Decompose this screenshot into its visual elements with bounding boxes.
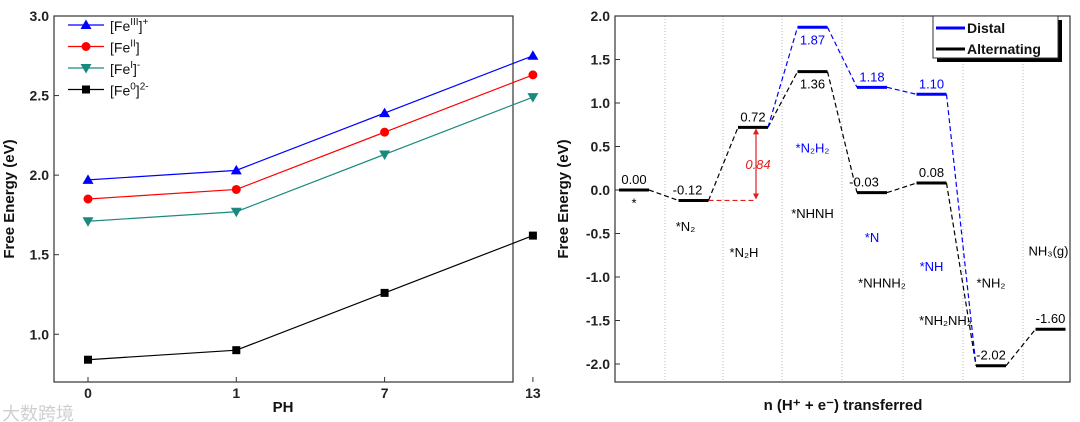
legend-label: [Fe0]2-	[110, 82, 149, 99]
plot-frame	[53, 15, 514, 383]
plot-frame	[614, 15, 1071, 383]
alternating-connector	[767, 71, 799, 128]
y-tick-label: 1.0	[30, 326, 50, 342]
series-3	[84, 231, 537, 364]
x-tick-label: 7	[381, 385, 389, 401]
series-2	[82, 93, 539, 227]
data-point	[82, 174, 94, 184]
legend-label: Alternating	[967, 41, 1041, 57]
right-chart: -2.0 -1.5 -1.0 -0.5 0.0 0.5 1.0 1.5 2.0 n (H⁺ + e…	[555, 8, 1071, 414]
x-tick-label: 13	[525, 385, 541, 401]
data-point	[231, 184, 241, 194]
data-point	[528, 231, 537, 240]
y-tick-label: -1.5	[586, 313, 610, 329]
series-1	[83, 70, 538, 204]
species-label: *NH₂NH₂	[919, 313, 972, 328]
series-line	[87, 55, 534, 181]
data-point	[528, 70, 538, 80]
y-tick-label: 0.5	[591, 139, 611, 155]
alternating-connector	[826, 71, 858, 193]
data-point	[230, 164, 242, 175]
alternating-connector	[648, 189, 679, 202]
distal-connector	[767, 27, 799, 128]
species-label: *NHNH	[791, 206, 834, 221]
value-label: 1.10	[919, 76, 944, 91]
series-line	[87, 235, 534, 361]
alternating-connector	[1005, 328, 1036, 367]
watermark: 大数跨境	[2, 404, 74, 422]
y-tick-label: 1.0	[591, 95, 611, 111]
data-point	[230, 207, 242, 218]
distal-connector	[945, 94, 977, 366]
arrow-head-down	[753, 193, 759, 200]
alternating-connector	[886, 182, 917, 194]
data-point	[82, 217, 94, 227]
x-axis-label: PH	[273, 399, 294, 416]
data-point	[380, 127, 390, 137]
series-line	[87, 74, 534, 200]
legend-label: [FeIII]+	[110, 17, 148, 34]
x-tick-label: 1	[232, 385, 240, 401]
y-tick-label: 2.0	[591, 8, 611, 24]
legend-marker	[82, 85, 90, 94]
legend-label: [FeI]-	[110, 60, 140, 77]
legend-marker	[80, 19, 92, 29]
left-chart: 1.0 1.5 2.0 2.5 3.0 0 1 7 13 PH Free Energy (eV) [F…	[1, 8, 541, 416]
species-label: *N	[865, 230, 879, 245]
legend-box	[932, 15, 1059, 59]
value-label: 0.08	[919, 165, 944, 180]
legend-label: Distal	[967, 20, 1005, 36]
species-label: *N₂	[676, 219, 696, 234]
y-tick-label: 1.5	[30, 247, 50, 263]
data-point	[527, 50, 539, 60]
species-label: *NH	[920, 259, 944, 274]
alternating-connector	[945, 182, 977, 366]
data-point	[379, 150, 391, 160]
arrow-head-up	[753, 128, 759, 135]
species-label: *N₂H	[730, 245, 759, 260]
value-label: 1.87	[800, 32, 825, 47]
value-label: -0.03	[849, 175, 879, 190]
y-axis-label: Free Energy (eV)	[1, 139, 18, 258]
y-tick-label: 1.5	[591, 52, 611, 68]
data-point	[527, 93, 539, 103]
legend-marker	[80, 64, 92, 74]
data-point	[83, 194, 93, 204]
legend-marker	[81, 42, 91, 51]
species-label: *	[631, 195, 636, 210]
value-label: 1.18	[859, 69, 884, 84]
value-label: 1.36	[800, 77, 825, 92]
value-label: -2.02	[976, 348, 1006, 363]
gap-label: 0.84	[745, 157, 770, 172]
alternating-connector	[707, 127, 739, 201]
series-line	[87, 96, 534, 222]
species-label: NH₃(g)	[1029, 243, 1069, 258]
y-tick-label: 2.0	[30, 167, 50, 183]
species-label: *NHNH₂	[858, 275, 906, 290]
distal-connector	[886, 86, 917, 95]
value-label: 0.00	[621, 172, 646, 187]
data-point	[379, 107, 391, 118]
legend-label: [FeII]	[110, 39, 140, 56]
x-axis-label: n (H⁺ + e⁻) transferred	[764, 397, 923, 414]
data-point	[232, 346, 241, 355]
value-label: -0.12	[673, 182, 703, 197]
series-0	[82, 50, 539, 184]
species-label: *N₂H₂	[796, 141, 830, 156]
y-tick-label: 2.5	[30, 88, 50, 104]
distal-connector	[826, 27, 858, 88]
y-axis-label: Free Energy (eV)	[555, 139, 572, 258]
data-point	[380, 288, 389, 297]
value-label: -1.60	[1036, 311, 1066, 326]
x-tick-label: 0	[84, 385, 92, 401]
data-point	[84, 355, 92, 364]
y-tick-label: -2.0	[586, 356, 610, 372]
species-label: *NH₂	[977, 275, 1006, 290]
y-tick-label: 3.0	[30, 8, 50, 24]
y-tick-label: 0.0	[591, 182, 611, 198]
y-tick-label: -0.5	[586, 226, 610, 242]
y-tick-label: -1.0	[586, 269, 610, 285]
value-label: 0.72	[740, 109, 765, 124]
